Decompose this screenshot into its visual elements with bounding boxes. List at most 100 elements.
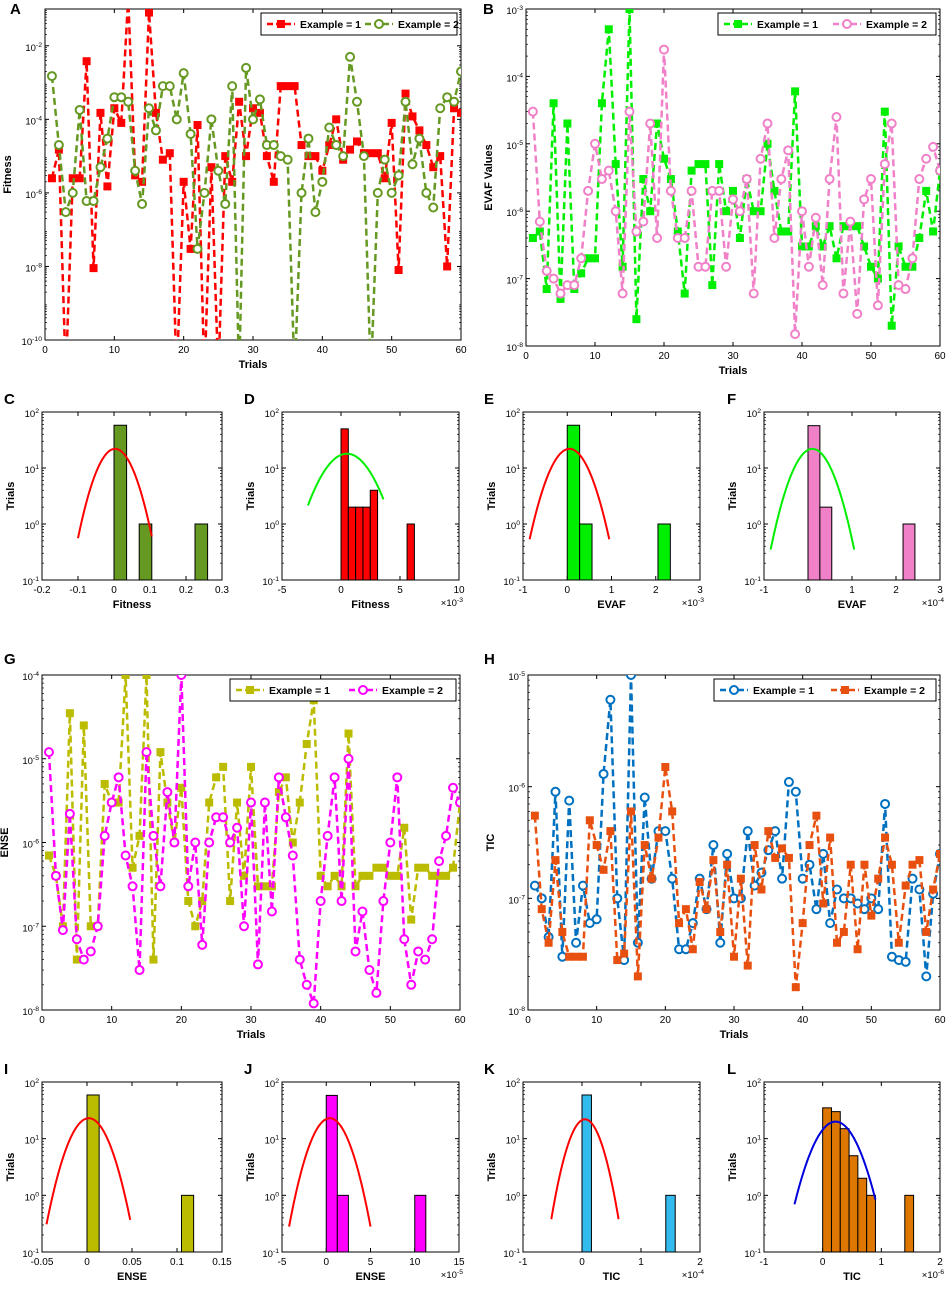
data-point: [427, 934, 438, 945]
x-tick-label: 0: [820, 1257, 826, 1268]
data-point: [866, 174, 876, 185]
data-point: [448, 782, 459, 793]
x-tick-label: 0: [111, 585, 117, 596]
data-point: [44, 851, 53, 860]
data-point: [831, 111, 842, 122]
data-point: [74, 104, 85, 115]
data-point: [110, 104, 119, 113]
data-point: [680, 944, 691, 955]
histogram-bar: [566, 424, 581, 580]
data-point: [549, 99, 558, 108]
data-point: [873, 904, 884, 915]
data-point: [393, 871, 402, 880]
axes-frame: [522, 411, 701, 581]
data-point: [442, 871, 451, 880]
y-tick-label: 100: [747, 1191, 762, 1203]
normal-fit-curve: [307, 452, 385, 506]
data-point: [184, 897, 193, 906]
y-axis-label: Trials: [727, 482, 739, 511]
y-axis-label: Trials: [5, 1153, 17, 1182]
data-point: [135, 831, 144, 840]
data-point: [449, 96, 460, 107]
data-point: [832, 254, 841, 263]
data-point: [259, 797, 270, 808]
data-point: [401, 89, 410, 98]
data-point: [128, 863, 137, 872]
data-point: [596, 174, 607, 185]
x-tick-label: 0: [84, 1257, 90, 1268]
data-point: [280, 812, 291, 823]
y-axis-label: EVAF Values: [483, 144, 495, 210]
data-point: [900, 956, 911, 967]
x-tick-label: 60: [454, 1015, 466, 1026]
y-tick-label: 101: [747, 1135, 762, 1147]
x-tick-label: 0: [805, 585, 811, 596]
data-point: [346, 145, 355, 154]
data-point: [679, 233, 690, 244]
panel-label-d: D: [244, 391, 255, 408]
legend-marker: [734, 20, 742, 28]
data-point: [96, 108, 105, 117]
data-point: [344, 729, 353, 738]
data-point: [296, 187, 307, 198]
data-point: [332, 115, 341, 124]
data-point: [530, 811, 539, 820]
x-axis-label: ENSE: [117, 1271, 147, 1283]
series-2: [46, 51, 461, 340]
data-point: [853, 222, 862, 231]
y-tick-label: 100: [506, 1191, 521, 1203]
data-point: [728, 194, 738, 205]
data-point: [113, 772, 124, 783]
data-point: [443, 262, 452, 271]
data-point: [887, 321, 896, 330]
panel-label-e: E: [484, 391, 494, 408]
data-point: [550, 786, 561, 797]
y-tick-label: 10-1: [262, 1248, 279, 1260]
data-point: [769, 233, 780, 244]
data-point: [183, 881, 194, 892]
data-point: [456, 66, 461, 77]
data-point: [921, 153, 932, 164]
data-point: [266, 906, 277, 917]
histogram-bar: [138, 523, 153, 580]
y-tick-label: 101: [265, 464, 280, 476]
data-point: [681, 905, 690, 914]
x-axis-exponent: ×10-6: [922, 1269, 944, 1281]
legend-box: [713, 678, 937, 702]
data-point: [742, 826, 753, 837]
data-point: [708, 840, 719, 851]
histogram-bar: [325, 1094, 338, 1252]
y-tick-label: 101: [506, 1135, 521, 1147]
data-point: [756, 207, 765, 216]
data-point: [577, 269, 586, 278]
data-point: [99, 830, 110, 841]
data-point: [400, 823, 409, 832]
data-point: [65, 709, 74, 718]
data-point: [555, 288, 566, 299]
data-point: [329, 772, 340, 783]
data-point: [548, 273, 559, 284]
x-tick-label: -1: [760, 1257, 769, 1268]
data-point: [874, 874, 883, 883]
data-point: [212, 773, 221, 782]
legend-label: Example = 2: [382, 685, 443, 697]
data-point: [784, 853, 793, 862]
data-point: [625, 9, 634, 13]
data-point: [103, 182, 112, 191]
data-point: [190, 837, 201, 848]
data-point: [764, 827, 773, 836]
data-point: [301, 979, 312, 990]
data-point: [179, 177, 188, 186]
data-point: [358, 871, 367, 880]
data-point: [688, 945, 697, 954]
y-tick-label: 10-8: [506, 342, 523, 354]
x-tick-label: 60: [455, 345, 467, 356]
data-point: [75, 174, 84, 183]
data-point: [791, 87, 800, 96]
data-point: [624, 106, 635, 117]
axes-frame: [41, 1081, 223, 1253]
data-point: [598, 768, 609, 779]
data-point: [248, 114, 258, 125]
data-point: [399, 934, 410, 945]
data-point: [379, 154, 390, 165]
